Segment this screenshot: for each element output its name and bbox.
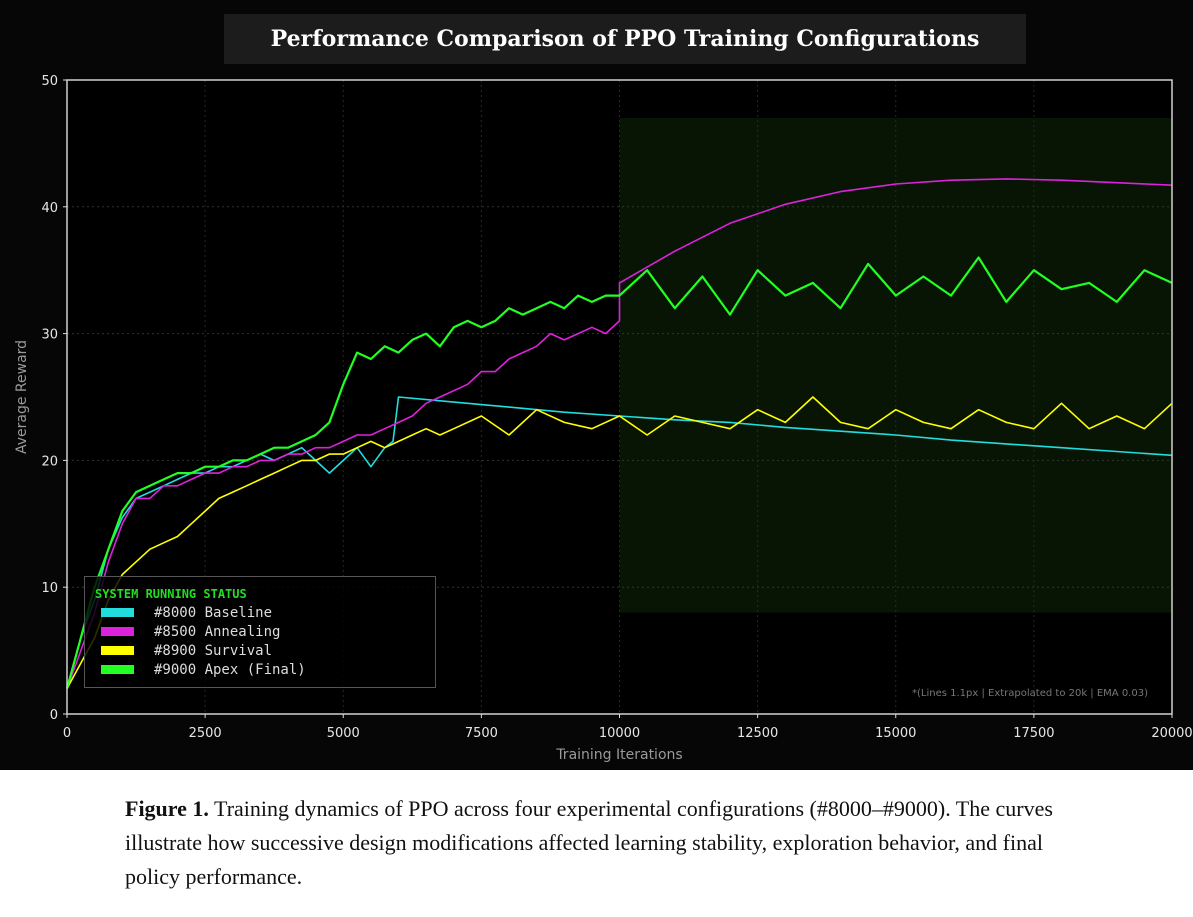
chart-title-box: Performance Comparison of PPO Training C…	[224, 14, 1026, 64]
legend-title: SYSTEM RUNNING STATUS	[95, 587, 247, 601]
x-axis-label: Training Iterations	[555, 747, 682, 763]
legend-item: #8500 Annealing	[95, 622, 425, 641]
x-tick-label: 20000	[1151, 726, 1192, 741]
chart-annotation: *(Lines 1.1px | Extrapolated to 20k | EM…	[912, 688, 1148, 699]
legend-swatch	[101, 627, 134, 636]
legend-item: #8900 Survival	[95, 641, 425, 660]
x-tick-label: 2500	[189, 726, 222, 741]
series-line-3	[65, 256, 1173, 689]
caption-label: Figure 1.	[125, 796, 209, 821]
x-tick-label: 0	[63, 726, 71, 741]
y-tick-label: 20	[41, 454, 58, 469]
legend-label: #8900 Survival	[154, 642, 273, 659]
y-tick-label: 0	[50, 708, 58, 723]
x-tick-label: 15000	[875, 726, 916, 741]
caption-text: Training dynamics of PPO across four exp…	[125, 796, 1053, 889]
legend-swatch	[101, 665, 134, 674]
figure: 0 10 20 30 40 50 0 2500 5000 7500 10000 12500 15000 1…	[0, 0, 1193, 770]
y-tick-label: 30	[41, 328, 58, 343]
x-tick-label: 12500	[737, 726, 778, 741]
x-tick-label: 5000	[327, 726, 360, 741]
legend: SYSTEM RUNNING STATUS #8000 Baseline #850…	[84, 576, 436, 688]
series-line-2	[66, 396, 1173, 689]
series-line-1	[66, 178, 1173, 689]
legend-label: #8500 Annealing	[154, 623, 281, 640]
legend-label: #9000 Apex (Final)	[154, 661, 306, 678]
x-tick-label: 7500	[465, 726, 498, 741]
chart-title: Performance Comparison of PPO Training C…	[270, 26, 980, 52]
y-axis-label: Average Reward	[14, 340, 30, 454]
legend-item: #9000 Apex (Final)	[95, 660, 425, 679]
x-tick-label: 10000	[599, 726, 640, 741]
y-tick-label: 50	[41, 74, 58, 89]
legend-swatch	[101, 646, 134, 655]
figure-caption: Figure 1. Training dynamics of PPO acros…	[125, 792, 1085, 894]
y-tick-label: 40	[41, 201, 58, 216]
legend-item: #8000 Baseline	[95, 603, 425, 622]
x-tick-label: 17500	[1013, 726, 1054, 741]
y-tick-label: 10	[41, 581, 58, 596]
legend-swatch	[101, 608, 134, 617]
series-line-0	[66, 396, 1173, 689]
legend-label: #8000 Baseline	[154, 604, 273, 621]
